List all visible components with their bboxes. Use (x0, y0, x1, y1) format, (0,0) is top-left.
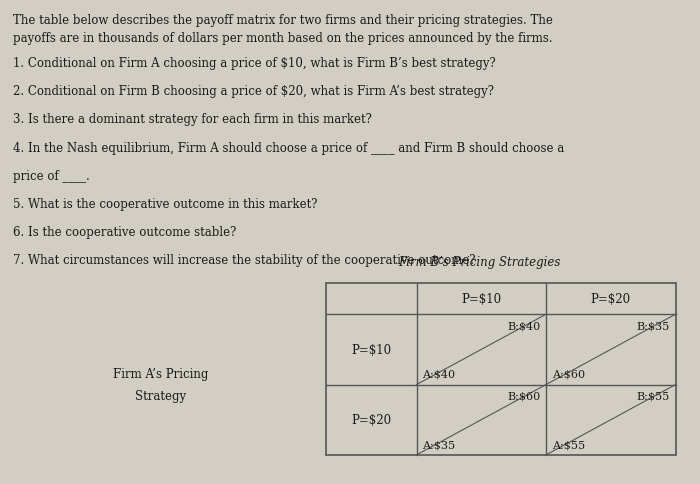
Text: A:$40: A:$40 (422, 369, 455, 379)
Text: Firm A’s Pricing: Firm A’s Pricing (113, 368, 209, 380)
Text: B:$55: B:$55 (637, 391, 670, 401)
Text: 3. Is there a dominant strategy for each firm in this market?: 3. Is there a dominant strategy for each… (13, 113, 372, 126)
Text: P=$20: P=$20 (591, 292, 631, 305)
Text: 4. In the Nash equilibrium, Firm A should choose a price of ____ and Firm B shou: 4. In the Nash equilibrium, Firm A shoul… (13, 141, 564, 154)
Text: P=$10: P=$10 (351, 343, 391, 356)
Text: P=$10: P=$10 (461, 292, 501, 305)
Text: A:$55: A:$55 (552, 439, 584, 449)
Text: Firm B’s Pricing Strategies: Firm B’s Pricing Strategies (398, 256, 561, 269)
Text: B:$40: B:$40 (507, 320, 540, 331)
Text: 1. Conditional on Firm A choosing a price of $10, what is Firm B’s best strategy: 1. Conditional on Firm A choosing a pric… (13, 57, 496, 70)
Text: 7. What circumstances will increase the stability of the cooperative outcome?: 7. What circumstances will increase the … (13, 254, 475, 267)
Text: Strategy: Strategy (135, 389, 187, 402)
Text: A:$60: A:$60 (552, 369, 584, 379)
Text: 5. What is the cooperative outcome in this market?: 5. What is the cooperative outcome in th… (13, 197, 317, 211)
Text: 6. Is the cooperative outcome stable?: 6. Is the cooperative outcome stable? (13, 226, 236, 239)
Text: B:$60: B:$60 (507, 391, 540, 401)
Text: 2. Conditional on Firm B choosing a price of $20, what is Firm A’s best strategy: 2. Conditional on Firm B choosing a pric… (13, 85, 494, 98)
Text: price of ____.: price of ____. (13, 169, 90, 182)
Text: The table below describes the payoff matrix for two firms and their pricing stra: The table below describes the payoff mat… (13, 14, 552, 27)
Text: B:$35: B:$35 (637, 320, 670, 331)
Text: A:$35: A:$35 (422, 439, 455, 449)
Text: payoffs are in thousands of dollars per month based on the prices announced by t: payoffs are in thousands of dollars per … (13, 32, 552, 45)
Text: P=$20: P=$20 (351, 413, 391, 426)
